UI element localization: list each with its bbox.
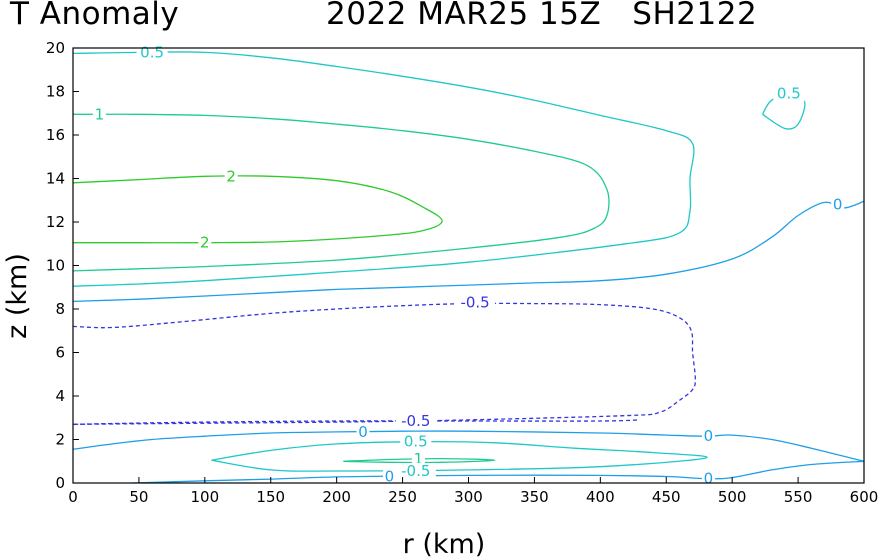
contour-line-0.5-3 <box>761 94 806 130</box>
contour-label: 0 <box>385 467 395 485</box>
contour-label: 0 <box>833 196 843 214</box>
x-tick-label: 250 <box>388 488 417 506</box>
contour-label-bg <box>773 85 805 102</box>
y-tick-label: 10 <box>46 257 65 275</box>
y-tick-label: 2 <box>55 431 65 449</box>
contour-line-0.5-8 <box>211 440 708 472</box>
y-tick-label: 12 <box>46 213 65 231</box>
contour-label: 0 <box>704 470 714 488</box>
y-tick-label: 18 <box>46 83 65 101</box>
x-axis-label: r (km) <box>403 529 486 559</box>
contour-lines-group <box>72 51 865 484</box>
contour-label: -0.5 <box>460 293 489 311</box>
contour-label: 0 <box>704 427 714 445</box>
contour-line-neg0.5-6 <box>72 419 640 425</box>
contour-label-bg <box>224 168 238 185</box>
x-tick-label: 50 <box>129 488 148 506</box>
contour-label: 1 <box>414 450 424 468</box>
x-tick-label: 600 <box>850 488 879 506</box>
contour-line-0-7 <box>72 430 865 462</box>
y-tick-label: 4 <box>55 387 65 405</box>
y-axis: 0 2 4 6 8 10 12 14 16 18 20 <box>46 39 79 492</box>
y-axis-label: z (km) <box>2 253 33 339</box>
x-tick-label: 200 <box>322 488 351 506</box>
contour-label-bg <box>92 106 106 123</box>
contour-line-0.5-2 <box>72 51 695 287</box>
y-tick-label: 16 <box>46 126 65 144</box>
contour-label: 0 <box>358 423 368 441</box>
contour-label-bg <box>356 423 370 440</box>
x-axis: 0 50 100 150 200 250 300 350 400 450 500 550 600 <box>68 477 878 506</box>
contour-label-bg <box>400 433 432 450</box>
y-tick-label: 14 <box>46 170 65 188</box>
contour-label-bg <box>701 428 715 445</box>
y-tick-label: 20 <box>46 39 65 57</box>
contour-line-neg0.5-5 <box>72 302 696 425</box>
contour-line-2-0 <box>72 175 443 244</box>
contour-label: 0.5 <box>140 43 164 61</box>
contour-label-bg <box>831 196 845 213</box>
contour-label: 0.5 <box>777 85 801 103</box>
x-tick-label: 450 <box>652 488 681 506</box>
contour-label: 0.5 <box>404 433 428 451</box>
x-tick-label: 300 <box>454 488 483 506</box>
contour-label-bg <box>198 234 212 251</box>
contour-label-bg <box>455 294 496 311</box>
y-tick-label: 8 <box>55 300 65 318</box>
contour-line-0-10 <box>132 460 865 484</box>
contour-label-bg <box>395 413 436 430</box>
contour-label: 2 <box>226 167 236 185</box>
x-tick-label: 150 <box>256 488 285 506</box>
x-tick-label: 500 <box>718 488 747 506</box>
contour-label: -0.5 <box>401 412 430 430</box>
x-tick-label: 550 <box>784 488 813 506</box>
x-tick-label: 0 <box>68 488 78 506</box>
x-tick-label: 350 <box>520 488 549 506</box>
contour-line-0-4 <box>72 200 865 303</box>
contour-label-bg <box>395 463 436 480</box>
contour-line-1-1 <box>72 113 610 272</box>
y-tick-label: 6 <box>55 344 65 362</box>
contour-label: 2 <box>200 234 210 252</box>
plot-frame <box>72 47 865 484</box>
contour-label: 1 <box>95 105 105 123</box>
y-tick-label: 0 <box>55 474 65 492</box>
x-tick-label: 400 <box>586 488 615 506</box>
contour-label-bg <box>382 468 396 485</box>
contour-line-1-9 <box>343 457 496 464</box>
chart-title-right: 2022 MAR25 15Z SH2122 <box>326 0 758 32</box>
contour-label: -0.5 <box>401 462 430 480</box>
chart-title-left: T Anomaly <box>10 0 180 32</box>
x-tick-label: 100 <box>191 488 220 506</box>
